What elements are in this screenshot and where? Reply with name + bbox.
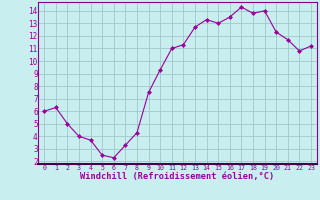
X-axis label: Windchill (Refroidissement éolien,°C): Windchill (Refroidissement éolien,°C) — [80, 172, 275, 181]
